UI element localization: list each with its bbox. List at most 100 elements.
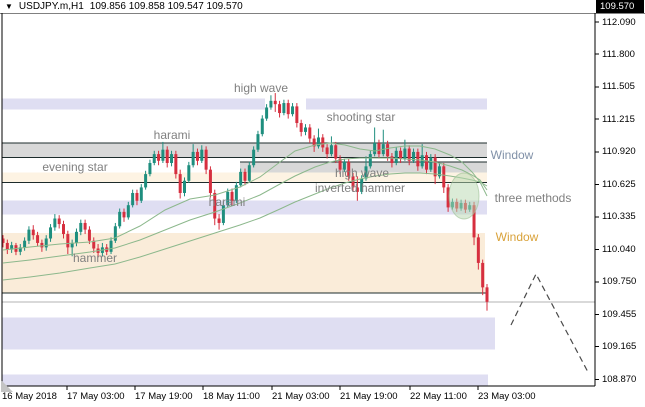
candle-body [239, 171, 243, 186]
inverted-hammer-annotation[interactable]: inverted hammer [314, 181, 406, 195]
zone-lavender-mid[interactable] [2, 200, 487, 215]
window-annotation[interactable]: Window [490, 148, 534, 162]
candle-body [278, 104, 282, 114]
price-axis-label: 110.040 [602, 244, 636, 256]
candle-body [234, 185, 238, 201]
candle-body [191, 151, 195, 166]
price-axis-label: 110.625 [602, 179, 636, 191]
zone-resistance-lavender-right[interactable] [306, 98, 487, 110]
harami-annotation[interactable]: harami [208, 195, 246, 209]
candle-body [23, 240, 27, 248]
candle-body [437, 166, 441, 177]
candle-body [446, 187, 450, 208]
chart-corner-triangle-icon [1, 380, 13, 392]
candle-body [182, 180, 186, 193]
candle-body [295, 106, 299, 124]
candle-body [442, 166, 446, 188]
candle-body [303, 127, 307, 132]
symbol-dropdown-caret-icon[interactable]: ▼ [5, 1, 13, 11]
three-methods-annotation[interactable]: three methods [494, 191, 572, 205]
candle-body [187, 165, 191, 181]
candle-body [139, 187, 143, 201]
time-axis-label: 21 May 19:00 [340, 391, 398, 402]
candle-body [256, 134, 260, 150]
candle-body [265, 107, 269, 119]
candle-body [407, 148, 411, 161]
candle-body [200, 149, 204, 161]
candle-body [373, 143, 377, 155]
candle-body [66, 234, 70, 248]
high-wave-annotation[interactable]: high wave [334, 166, 390, 180]
candle-body [27, 229, 31, 241]
high-wave-annotation[interactable]: high wave [233, 81, 289, 95]
candle-body [178, 174, 182, 193]
candle-body [360, 178, 364, 192]
forecast-dashed-line[interactable] [510, 272, 590, 375]
candle-body [485, 287, 489, 302]
candle-body [74, 231, 78, 243]
candle-body [31, 229, 35, 236]
candle-body [252, 149, 256, 166]
shooting-star-annotation[interactable]: shooting star [326, 110, 396, 124]
current-price-label: 109.570 [596, 0, 644, 13]
time-axis-label: 22 May 11:00 [410, 391, 467, 402]
candle-body [273, 100, 277, 105]
price-axis-label: 112.090 [602, 16, 636, 28]
candle-body [217, 218, 221, 223]
candle-body [204, 149, 208, 170]
candle-body [412, 151, 416, 161]
candle-body [208, 169, 212, 193]
candle-body [221, 205, 225, 223]
candle-body [342, 161, 346, 170]
candle-body [269, 100, 273, 108]
evening-star-annotation[interactable]: evening star [42, 160, 108, 174]
candle-body [165, 149, 169, 164]
candle-body [260, 118, 264, 135]
price-axis-label: 111.215 [602, 113, 635, 125]
candle-body [161, 149, 165, 161]
candle-body [118, 211, 122, 227]
candle-body [472, 205, 476, 238]
candle-body [386, 144, 390, 157]
candle-body [243, 171, 247, 181]
chart-title-bar: ▼ USDJPY.m,H1 109.856 109.858 109.547 10… [0, 0, 645, 13]
candle-body [126, 205, 130, 218]
ma-mid-line [2, 157, 488, 264]
candle-body [368, 154, 372, 167]
candle-body [429, 157, 433, 170]
highlight-ellipse[interactable] [448, 172, 480, 220]
candle-body [433, 157, 437, 177]
candle-body [36, 235, 40, 243]
window-annotation[interactable]: Window [495, 230, 539, 244]
price-axis-label: 110.335 [602, 211, 636, 223]
candle-body [5, 242, 9, 250]
candle-body [109, 240, 113, 252]
time-axis-label: 17 May 03:00 [67, 391, 125, 402]
candle-body [351, 176, 355, 188]
zone-window-gray-lower[interactable] [240, 162, 487, 173]
candle-body [355, 187, 359, 192]
candle-body [122, 211, 126, 218]
candle-body [424, 155, 428, 170]
candle-body [312, 138, 316, 147]
zone-resistance-lavender-left[interactable] [2, 98, 265, 110]
zone-support-lavender-2[interactable] [2, 374, 488, 387]
candle-body [247, 165, 251, 181]
candle-body [148, 163, 152, 175]
candle-body [394, 150, 398, 164]
time-axis-label: 16 May 2018 [2, 391, 57, 402]
zone-window-gray-upper[interactable] [2, 143, 487, 158]
ma-fast-line [2, 142, 488, 251]
candle-body [92, 240, 96, 249]
price-axis-label: 111.800 [602, 48, 635, 60]
hammer-annotation[interactable]: hammer [72, 251, 118, 265]
price-axis-label: 109.455 [602, 309, 637, 321]
harami-annotation[interactable]: harami [153, 128, 191, 142]
zone-support-lavender-1[interactable] [2, 317, 495, 350]
candle-body [481, 262, 485, 288]
price-axis-label: 109.165 [602, 341, 637, 353]
candle-body [57, 218, 61, 225]
candle-body [18, 247, 22, 252]
candle-body [157, 154, 161, 161]
